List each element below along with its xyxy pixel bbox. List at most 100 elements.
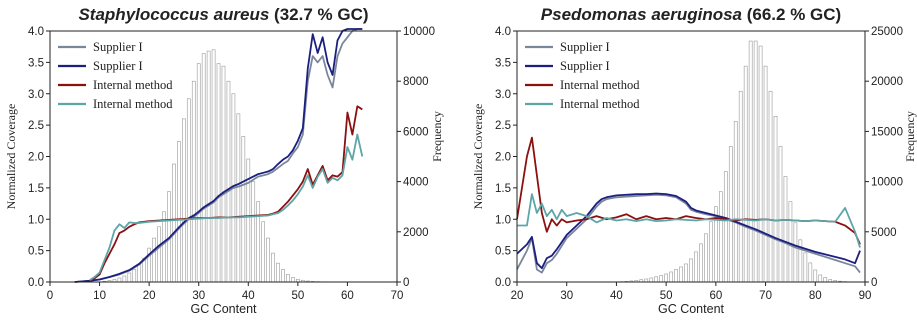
x-tick-label: 70 bbox=[391, 290, 404, 302]
histogram-bar bbox=[291, 277, 295, 283]
series-line-2 bbox=[516, 192, 861, 270]
y2-tick-label: 0 bbox=[403, 277, 409, 289]
histogram-bar bbox=[196, 63, 201, 283]
histogram-bar bbox=[803, 252, 808, 283]
histogram-bar bbox=[718, 191, 723, 283]
y-tick-label: 1.0 bbox=[28, 214, 44, 226]
histogram-bar bbox=[191, 80, 196, 283]
histogram-bar bbox=[206, 50, 211, 283]
histogram-bar bbox=[271, 252, 275, 283]
histogram-bar bbox=[684, 263, 688, 283]
histogram-bar bbox=[211, 49, 216, 283]
histogram-bar bbox=[221, 65, 226, 283]
histogram-bar bbox=[261, 221, 265, 283]
series-line-2 bbox=[74, 28, 363, 283]
histogram-bar bbox=[276, 262, 280, 283]
x-tick-label: 20 bbox=[511, 290, 524, 302]
histogram-bar bbox=[649, 277, 654, 283]
y2-tick-label: 0 bbox=[871, 277, 877, 289]
histogram-bar bbox=[709, 221, 713, 283]
histogram-bar bbox=[664, 273, 668, 283]
y2-tick-label: 8000 bbox=[403, 76, 429, 88]
histogram-bar bbox=[236, 113, 241, 283]
x-tick-label: 30 bbox=[560, 290, 573, 302]
chart-title-gc: (32.7 % GC) bbox=[269, 5, 368, 24]
y2-tick-label: 5000 bbox=[871, 227, 897, 239]
histogram-bar bbox=[117, 277, 122, 283]
x-tick-label: 60 bbox=[709, 290, 722, 302]
histogram-bar bbox=[758, 45, 763, 283]
histogram-bar bbox=[689, 258, 693, 283]
histogram-bar bbox=[699, 243, 703, 283]
histogram-bar bbox=[654, 276, 659, 283]
histogram-bar bbox=[823, 277, 828, 283]
legend-label: Internal method bbox=[560, 97, 640, 111]
legend-label: Supplier I bbox=[560, 59, 610, 73]
histogram-bar bbox=[694, 251, 698, 283]
histogram-bar bbox=[669, 271, 673, 283]
histogram-bar bbox=[733, 121, 738, 283]
histogram bbox=[614, 40, 857, 283]
histogram-bar bbox=[778, 146, 783, 283]
x-tick-label: 20 bbox=[143, 290, 156, 302]
y-tick-label: 0.5 bbox=[495, 246, 511, 258]
series-line-1 bbox=[516, 193, 861, 274]
y2-tick-label: 10000 bbox=[871, 177, 903, 189]
series-line-4 bbox=[517, 193, 861, 248]
y2-tick-label: 4000 bbox=[403, 177, 429, 189]
histogram-bar bbox=[122, 275, 127, 283]
y-tick-label: 2.0 bbox=[28, 152, 44, 164]
series-line-1 bbox=[74, 28, 363, 283]
chart-panel-2: 20 30 40 50 60 70 80 90 0.0 0.5 1.0 1.5 2.0 2.5 3.0 3.5… bbox=[471, 5, 917, 316]
histogram-bar bbox=[157, 226, 161, 283]
legend-label: Supplier I bbox=[560, 40, 610, 54]
legend: Supplier I Supplier I Internal method Inter… bbox=[58, 40, 173, 111]
histogram-bar bbox=[132, 269, 137, 283]
legend-label: Internal method bbox=[93, 78, 173, 92]
x-tick-label: 60 bbox=[341, 290, 354, 302]
x-axis-label: GC Content bbox=[190, 302, 257, 316]
chart-title-gc: (66.2 % GC) bbox=[742, 5, 841, 24]
y-tick-label: 0.5 bbox=[28, 246, 44, 258]
histogram-bar bbox=[266, 237, 270, 283]
y2-tick-label: 25000 bbox=[871, 26, 903, 38]
x-tick-label: 50 bbox=[660, 290, 673, 302]
histogram-bar bbox=[201, 53, 206, 283]
y2-tick-label: 10000 bbox=[403, 26, 435, 38]
y-tick-label: 3.0 bbox=[495, 89, 511, 101]
y2-tick-label: 2000 bbox=[403, 227, 429, 239]
histogram-bar bbox=[793, 222, 798, 283]
histogram-bar bbox=[818, 274, 823, 283]
y-tick-label: 1.0 bbox=[495, 214, 511, 226]
histogram-bar bbox=[783, 176, 788, 283]
y-tick-label: 0.0 bbox=[28, 277, 44, 289]
y-tick-label: 3.5 bbox=[28, 57, 44, 69]
chart-title: Staphylococcus aureus (32.7 % GC) bbox=[78, 5, 368, 24]
histogram-bar bbox=[137, 264, 142, 283]
chart-title-species: Staphylococcus aureus bbox=[78, 5, 269, 24]
y-tick-label: 3.5 bbox=[495, 57, 511, 69]
histogram-bar bbox=[286, 274, 290, 283]
histogram-bar bbox=[256, 201, 261, 283]
histogram-bar bbox=[743, 65, 748, 283]
y-tick-label: 2.5 bbox=[495, 120, 511, 132]
histogram-bar bbox=[788, 201, 793, 283]
histogram-bar bbox=[763, 65, 768, 283]
legend-label: Supplier I bbox=[93, 59, 143, 73]
histogram-bar bbox=[659, 275, 664, 283]
histogram-bar bbox=[177, 141, 181, 283]
y-tick-label: 2.5 bbox=[28, 120, 44, 132]
y-tick-label: 1.5 bbox=[495, 183, 511, 195]
y2-tick-label: 6000 bbox=[403, 126, 429, 138]
histogram-bar bbox=[186, 98, 191, 283]
y-tick-label: 2.0 bbox=[495, 152, 511, 164]
y-tick-label: 0.0 bbox=[495, 277, 511, 289]
x-tick-label: 30 bbox=[192, 290, 205, 302]
histogram-bar bbox=[241, 136, 246, 283]
y2-axis-label: Frequency bbox=[430, 111, 444, 162]
histogram-bar bbox=[127, 272, 132, 283]
x-tick-label: 70 bbox=[759, 290, 772, 302]
legend-label: Internal method bbox=[560, 78, 640, 92]
histogram-bar bbox=[704, 233, 708, 283]
histogram-bar bbox=[162, 211, 166, 283]
